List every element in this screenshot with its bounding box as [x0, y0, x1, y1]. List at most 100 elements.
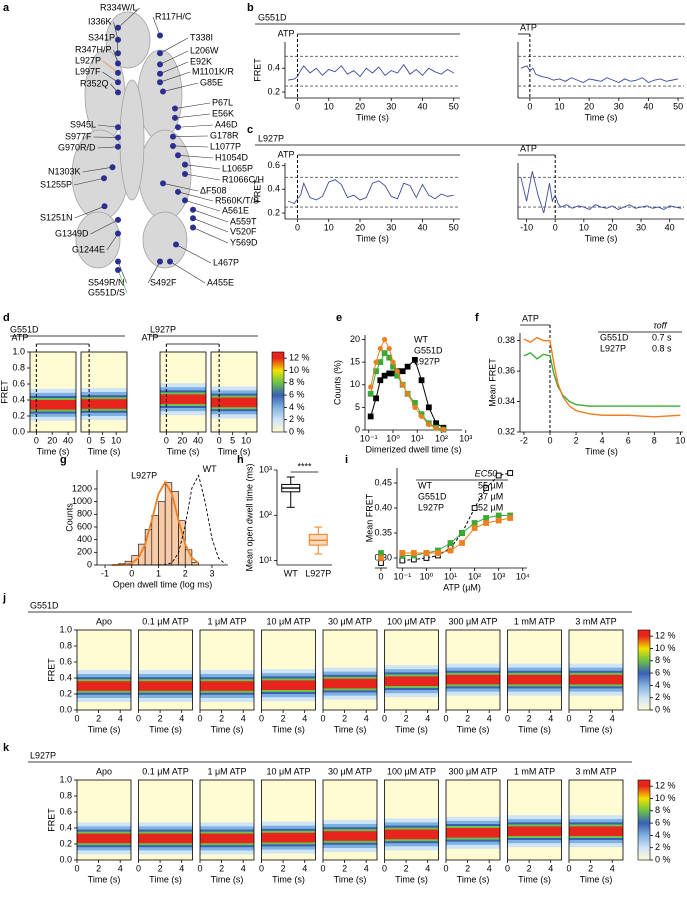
- y-tick-label: 1200: [72, 483, 92, 493]
- data-point: [483, 515, 489, 521]
- colorbar-label: 0 %: [289, 426, 305, 436]
- y-tick-label: 0.2: [267, 86, 280, 96]
- x-tick-label: 10³: [459, 433, 472, 443]
- y-tick-label: 0.8: [12, 362, 25, 372]
- x-tick-label: 2: [342, 713, 347, 723]
- mutation-site: [190, 215, 196, 222]
- x-tick-label: 4: [364, 713, 369, 723]
- mutation-site: [170, 133, 176, 140]
- leader-line: [102, 60, 119, 74]
- x-tick-label: 0: [553, 222, 558, 232]
- x-tick-label: 10: [675, 435, 685, 445]
- x-axis-label: Time (s): [395, 724, 428, 734]
- histogram-bar: [151, 515, 159, 566]
- mutation-site: [157, 32, 163, 39]
- data-point: [447, 540, 454, 546]
- leader-line: [82, 166, 113, 173]
- x-tick-label: 4: [241, 863, 246, 873]
- data-point: [399, 550, 406, 556]
- leader-line: [174, 113, 211, 119]
- x-tick-label: 4: [364, 863, 369, 873]
- data-point: [399, 557, 406, 564]
- condition-label: 10 μM ATP: [266, 616, 310, 626]
- mutation-site: [157, 79, 163, 86]
- x-axis-label: Time (s): [457, 874, 490, 884]
- x-tick-label: 0: [295, 222, 300, 232]
- mutation-label: G178R: [210, 130, 239, 140]
- x-tick-label: -1: [101, 568, 109, 578]
- condition-label: 3 mM ATP: [575, 766, 616, 776]
- x-tick-label: 0: [443, 713, 448, 723]
- x-axis-label: Time (s): [149, 724, 182, 734]
- y-tick-label: 600: [77, 521, 92, 531]
- panel-label: d: [3, 312, 10, 324]
- series-line: [402, 472, 511, 561]
- mutation-site: [167, 258, 173, 265]
- density-band: [200, 681, 254, 691]
- mutation-site: [115, 258, 121, 265]
- x-axis-label: Time (s): [518, 874, 551, 884]
- frame-border: [76, 779, 132, 861]
- mutation-site: [170, 142, 176, 149]
- mutation-site: [115, 50, 121, 57]
- density-band: [569, 674, 623, 685]
- data-point: [418, 377, 425, 384]
- density-band: [507, 674, 562, 685]
- colorbar: [637, 779, 651, 861]
- x-tick-label: 2: [219, 863, 224, 873]
- x-tick-label: 20: [355, 222, 365, 232]
- y-tick-label: 0.8: [59, 790, 72, 800]
- x-tick-label: 10⁰: [420, 571, 434, 581]
- leader-line: [162, 82, 199, 92]
- x-axis-label: Time (s): [356, 112, 389, 122]
- data-point: [404, 363, 411, 370]
- x-tick-label: 10²: [468, 571, 481, 581]
- mutation-label: L1077P: [210, 141, 241, 151]
- x-tick-label: 30: [386, 101, 396, 111]
- condition-label: Apo: [96, 766, 112, 776]
- frame-border: [384, 629, 439, 711]
- leader-line: [177, 155, 214, 159]
- y-tick-label: 0: [355, 424, 360, 434]
- x-tick-label: 0: [382, 713, 387, 723]
- significance-label: ****: [297, 461, 312, 471]
- leader-line: [97, 124, 119, 128]
- x-axis-label: Time (s): [37, 446, 70, 456]
- legend-title: EC50: [475, 468, 498, 478]
- data-point: [412, 356, 418, 363]
- y-tick-label: 0.40: [374, 502, 392, 512]
- y-tick-label: 200: [77, 547, 92, 557]
- frame-border: [568, 629, 624, 711]
- y-tick-label: 400: [77, 534, 92, 544]
- y-tick-label: 20: [350, 334, 360, 344]
- mutation-label: R560K/T/S: [215, 195, 259, 205]
- data-point: [399, 368, 406, 375]
- x-axis-label: Time (s): [211, 724, 244, 734]
- group-title: G551D: [10, 324, 39, 334]
- leader-line: [162, 183, 199, 192]
- data-point: [412, 404, 418, 410]
- x-tick-label: 0: [547, 435, 552, 445]
- y-axis-label: FRET: [252, 58, 262, 82]
- colorbar-label: 6 %: [655, 817, 671, 827]
- mutation-site: [115, 69, 121, 76]
- x-tick-label: 0: [34, 435, 39, 445]
- leader-line: [172, 135, 209, 137]
- x-tick-label: 2: [158, 863, 163, 873]
- x-tick-label: 40: [417, 101, 427, 111]
- y-axis-label: FRET: [0, 380, 9, 404]
- x-tick-label: 8: [652, 435, 657, 445]
- mutation-label: L206W: [190, 45, 219, 55]
- x-axis-label: Time (s): [518, 724, 551, 734]
- x-tick-label: 2: [527, 713, 532, 723]
- x-tick-label: 0: [320, 713, 325, 723]
- mutation-label: N1303K: [48, 166, 81, 176]
- leader-line: [74, 206, 105, 219]
- leader-line: [159, 37, 189, 54]
- x-tick-label: 0: [378, 571, 383, 581]
- data-point: [367, 390, 374, 397]
- data-point: [400, 382, 406, 388]
- panel-label: i: [345, 454, 348, 466]
- panel-label: f: [475, 312, 479, 324]
- atp-label: ATP: [12, 332, 29, 342]
